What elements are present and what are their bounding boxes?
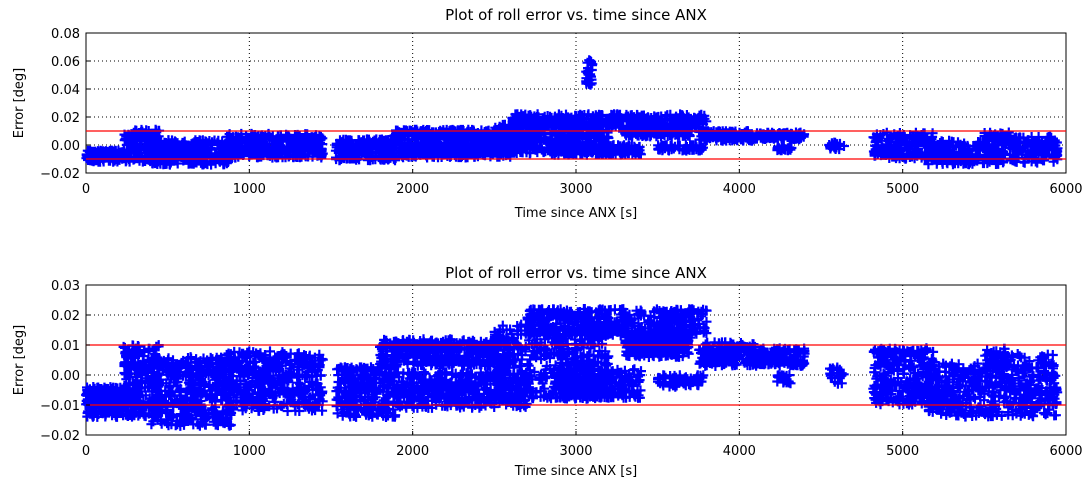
bottom-x-tick-label: 5000 [886, 444, 919, 459]
top-data-cluster [824, 137, 849, 155]
top-chart-title: Plot of roll error vs. time since ANX [445, 6, 707, 24]
bottom-data-cluster [620, 328, 696, 362]
bottom-data-cluster [868, 343, 940, 410]
top-x-tick-label: 5000 [886, 182, 919, 197]
bottom-x-tick-label: 1000 [233, 444, 266, 459]
top-x-tick-label: 3000 [559, 182, 592, 197]
top-x-tick-label: 1000 [233, 182, 266, 197]
bottom-y-tick-label: 0.03 [51, 279, 80, 294]
top-data-cluster [581, 55, 598, 90]
bottom-chart-title: Plot of roll error vs. time since ANX [445, 264, 707, 282]
top-axis-ticks: 0 1000 2000 3000 4000 5000 6000 −0.02 0.00 0.02 0.… [40, 27, 1082, 197]
bottom-x-tick-label: 0 [82, 444, 90, 459]
top-x-tick-label: 2000 [396, 182, 429, 197]
bottom-y-tick-label: −0.02 [40, 429, 80, 444]
bottom-x-tick-label: 2000 [396, 444, 429, 459]
top-x-axis-label: Time since ANX [s] [514, 206, 637, 221]
bottom-x-tick-label: 3000 [559, 444, 592, 459]
top-data-cluster [751, 127, 810, 145]
top-threshold-lines [86, 130, 1066, 160]
bottom-data-cluster [772, 370, 796, 389]
top-y-tick-label: 0.06 [51, 55, 80, 70]
bottom-data-cluster [522, 304, 712, 341]
top-y-tick-label: 0.02 [51, 111, 80, 126]
bottom-y-tick-label: −0.01 [40, 399, 80, 414]
bottom-y-tick-label: 0.01 [51, 339, 80, 354]
top-data-cluster [995, 131, 1063, 168]
bottom-axis-ticks: 0 1000 2000 3000 4000 5000 6000 −0.02 −0.01 0.00 0… [40, 279, 1082, 459]
bottom-data-cluster [825, 362, 849, 389]
bottom-x-axis-label: Time since ANX [s] [514, 464, 637, 479]
bottom-y-tick-label: 0.00 [51, 369, 80, 384]
bottom-x-tick-label: 6000 [1049, 444, 1082, 459]
top-data-cluster [653, 140, 708, 156]
top-data-cluster [694, 126, 760, 146]
bottom-data-cluster [995, 349, 1063, 422]
bottom-threshold-lines [86, 344, 1066, 406]
bottom-y-axis-label: Error [deg] [12, 325, 27, 395]
top-y-tick-label: 0.08 [51, 27, 80, 42]
top-data-cluster [546, 140, 646, 160]
top-data-cluster [220, 128, 328, 163]
bottom-data-cluster [547, 364, 646, 404]
top-y-tick-label: 0.00 [51, 139, 80, 154]
top-data-cluster [330, 134, 401, 166]
bottom-data-cluster [694, 337, 761, 371]
top-panel: Plot of roll error vs. time since ANX Ti… [12, 6, 1083, 221]
bottom-data-points [81, 304, 1063, 431]
bottom-y-tick-label: 0.02 [51, 309, 80, 324]
bottom-panel: Plot of roll error vs. time since ANX Ti… [12, 264, 1083, 479]
bottom-data-cluster [331, 361, 402, 422]
bottom-data-cluster [653, 370, 709, 392]
bottom-data-cluster [751, 343, 810, 371]
bottom-x-tick-label: 4000 [723, 444, 756, 459]
top-data-cluster [772, 141, 797, 156]
top-y-axis-label: Error [deg] [12, 68, 27, 138]
bottom-data-cluster [219, 346, 328, 416]
top-y-tick-label: −0.02 [40, 167, 80, 182]
top-y-tick-label: 0.04 [51, 83, 80, 98]
top-x-tick-label: 4000 [723, 182, 756, 197]
top-data-points [81, 55, 1063, 170]
top-x-tick-label: 0 [82, 182, 90, 197]
bottom-data-cluster [922, 358, 1006, 422]
top-x-tick-label: 6000 [1049, 182, 1082, 197]
